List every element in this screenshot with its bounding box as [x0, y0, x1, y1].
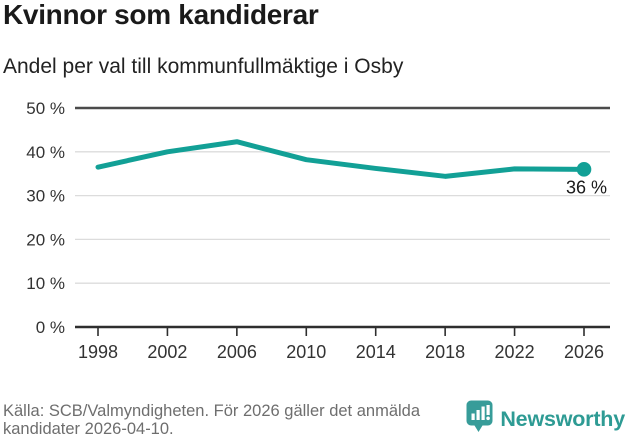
y-axis-label: 20 % — [26, 230, 65, 249]
last-point-label: 36 % — [566, 177, 607, 197]
newsworthy-logo[interactable]: Newsworthy — [466, 400, 625, 438]
x-axis-label: 2002 — [147, 342, 187, 362]
line-chart: 0 % 10 % 20 % 30 % 40 % 50 % 1998 2002 2006 2010 2… — [0, 95, 631, 380]
x-axis-label: 2014 — [356, 342, 396, 362]
y-axis-label: 10 % — [26, 274, 65, 293]
y-axis-label: 40 % — [26, 143, 65, 162]
chart-title: Kvinnor som kandiderar — [3, 0, 319, 30]
x-axis-label: 2026 — [564, 342, 604, 362]
y-axis-label: 0 % — [36, 318, 65, 337]
x-axis-label: 2018 — [425, 342, 465, 362]
bar-chart-bubble-icon — [466, 400, 493, 438]
source-note: Källa: SCB/Valmyndigheten. För 2026 gäll… — [3, 402, 421, 438]
line-chart-svg: 0 % 10 % 20 % 30 % 40 % 50 % 1998 2002 2006 2010 2… — [26, 99, 610, 362]
x-axis-label: 1998 — [78, 342, 118, 362]
chart-footer: Källa: SCB/Valmyndigheten. För 2026 gäll… — [0, 398, 631, 439]
chart-subtitle: Andel per val till kommunfullmäktige i O… — [3, 55, 404, 78]
x-axis-label: 2006 — [217, 342, 257, 362]
last-point-marker — [576, 162, 592, 177]
x-axis-label: 2022 — [495, 342, 535, 362]
trend-line — [95, 139, 587, 179]
y-axis-label: 50 % — [26, 99, 65, 118]
y-axis-label: 30 % — [26, 187, 65, 206]
brand-name: Newsworthy — [500, 406, 625, 431]
x-axis-label: 2010 — [286, 342, 326, 362]
